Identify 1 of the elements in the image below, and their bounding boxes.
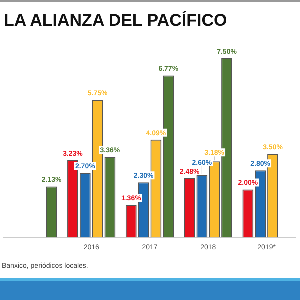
chart-title: LA ALIANZA DEL PACÍFICO	[4, 11, 228, 31]
